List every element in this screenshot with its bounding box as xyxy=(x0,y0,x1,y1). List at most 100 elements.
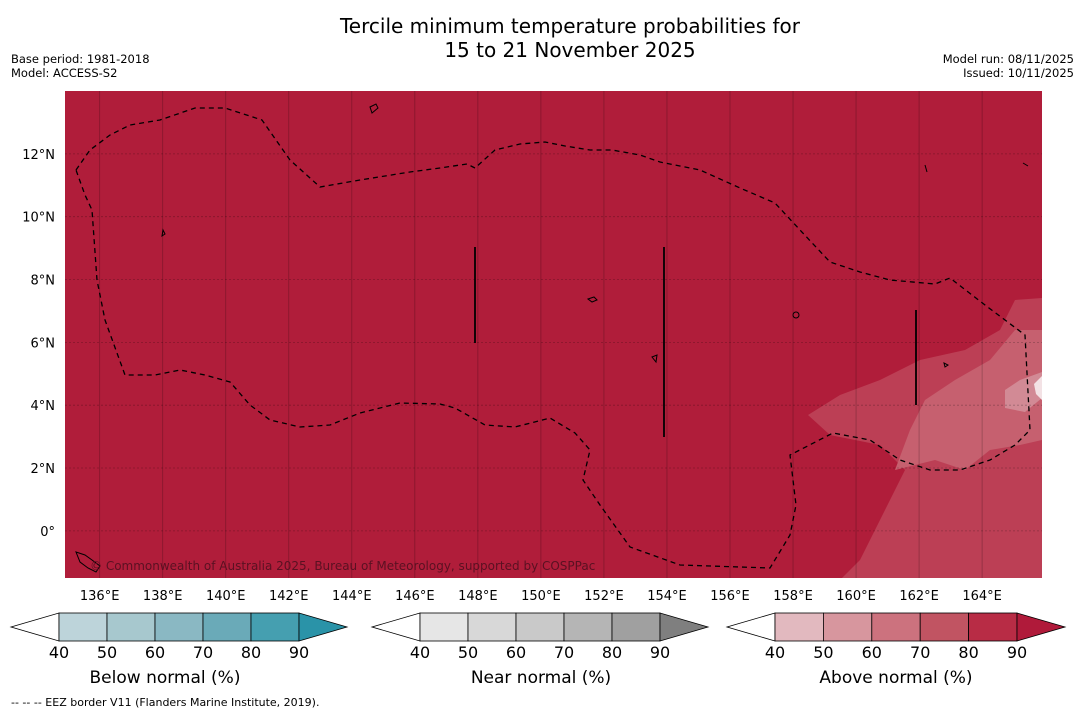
colorbars: 40 50 60 70 80 90 40 50 60 70 80 90 40 50 60 70 80 90 xyxy=(9,612,1067,662)
probability-shading xyxy=(808,298,1042,578)
lon-tick-162: 162°E xyxy=(899,589,939,604)
base-info: Base period: 1981-2018 Model: ACCESS-S2 xyxy=(11,52,150,80)
island-new-guinea xyxy=(75,551,101,573)
colorbar-above-normal-tick-80: 80 xyxy=(958,643,978,662)
lon-tick-156: 156°E xyxy=(710,589,750,604)
colorbar-below-normal-tick-80: 80 xyxy=(241,643,261,662)
colorbar-near-normal-tick-90: 90 xyxy=(650,643,670,662)
shade-40-50 xyxy=(1034,376,1042,400)
colorbar-above-normal-low-extend xyxy=(725,612,776,642)
island-small-1 xyxy=(651,354,658,364)
colorbar-near-normal-tick-70: 70 xyxy=(554,643,574,662)
lon-tick-154: 154°E xyxy=(647,589,687,604)
colorbar-near-normal-bin-0 xyxy=(419,612,469,642)
lon-tick-158: 158°E xyxy=(773,589,813,604)
lat-tick-8: 8°N xyxy=(31,274,56,289)
below-normal-label: Below normal (%) xyxy=(89,668,241,688)
shade-50-60 xyxy=(1005,372,1042,412)
colorbar-near-normal: 40 50 60 70 80 90 xyxy=(370,612,710,662)
eez-border-palau-fsm-west xyxy=(75,107,1031,569)
colorbar-above-normal-bin-2 xyxy=(871,612,921,642)
colorbar-above-normal-bin-3 xyxy=(919,612,970,642)
lat-tick-10: 10°N xyxy=(22,211,55,226)
island-small-4 xyxy=(924,164,928,173)
lon-tick-148: 148°E xyxy=(458,589,498,604)
lat-tick-4: 4°N xyxy=(31,399,56,414)
colorbar-below-normal-bin-2 xyxy=(154,612,204,642)
issued-date: Issued: 10/11/2025 xyxy=(963,66,1074,80)
colorbar-below-normal-tick-90: 90 xyxy=(289,643,309,662)
eez-borders xyxy=(75,107,1031,569)
lat-tick-0: 0° xyxy=(40,525,55,540)
colorbar-below-normal-bin-0 xyxy=(58,612,108,642)
island-north xyxy=(369,103,379,114)
model-run: Model run: 08/11/2025 xyxy=(942,52,1074,66)
colorbar-above-normal: 40 50 60 70 80 90 xyxy=(725,612,1067,662)
colorbar-near-normal-high-extend xyxy=(659,612,710,642)
lon-tick-140: 140°E xyxy=(206,589,246,604)
colorbar-above-normal-tick-40: 40 xyxy=(765,643,785,662)
colorbar-below-normal-bin-4 xyxy=(250,612,300,642)
island-pohnpei xyxy=(792,311,800,319)
colorbar-near-normal-bin-4 xyxy=(611,612,661,642)
colorbar-near-normal-bin-2 xyxy=(515,612,565,642)
colorbar-near-normal-tick-80: 80 xyxy=(602,643,622,662)
colorbar-near-normal-bin-3 xyxy=(563,612,613,642)
lon-tick-138: 138°E xyxy=(143,589,183,604)
base-period: Base period: 1981-2018 xyxy=(11,52,150,66)
colorbar-above-normal-bin-1 xyxy=(823,612,873,642)
lon-tick-160: 160°E xyxy=(836,589,876,604)
colorbar-near-normal-tick-60: 60 xyxy=(506,643,526,662)
title-line-2: 15 to 21 November 2025 xyxy=(444,38,696,62)
above-normal-label: Above normal (%) xyxy=(819,668,973,688)
colorbar-near-normal-bin-1 xyxy=(467,612,517,642)
island-palau xyxy=(161,228,166,238)
islands xyxy=(75,103,1029,573)
lon-tick-146: 146°E xyxy=(395,589,435,604)
colorbar-above-normal-tick-60: 60 xyxy=(862,643,882,662)
island-small-3 xyxy=(1022,162,1029,167)
near-normal-label: Near normal (%) xyxy=(470,668,612,688)
longitude-tick-labels: 136°E 138°E 140°E 142°E 144°E 146°E 148°E 150°E… xyxy=(80,589,1002,604)
shade-60-70 xyxy=(895,330,1042,470)
colorbar-above-normal-tick-90: 90 xyxy=(1007,643,1027,662)
run-info: Model run: 08/11/2025 Issued: 10/11/2025 xyxy=(943,52,1074,80)
colorbar-below-normal: 40 50 60 70 80 90 xyxy=(9,612,349,662)
colorbar-below-normal-tick-70: 70 xyxy=(193,643,213,662)
island-small-2 xyxy=(943,362,949,368)
lon-tick-152: 152°E xyxy=(584,589,624,604)
lon-tick-150: 150°E xyxy=(521,589,561,604)
colorbar-above-normal-high-extend xyxy=(1016,612,1067,642)
latitude-tick-labels: 0° 2°N 4°N 6°N 8°N 10°N 12°N xyxy=(22,148,55,540)
colorbar-below-normal-tick-60: 60 xyxy=(145,643,165,662)
gridlines xyxy=(65,91,1042,578)
colorbar-near-normal-low-extend xyxy=(370,612,421,642)
colorbar-below-normal-bin-3 xyxy=(202,612,252,642)
colorbar-below-normal-bin-1 xyxy=(106,612,156,642)
lon-tick-164: 164°E xyxy=(962,589,1002,604)
colorbar-above-normal-tick-50: 50 xyxy=(813,643,833,662)
lat-tick-2: 2°N xyxy=(31,462,56,477)
island-chuuk xyxy=(586,296,598,303)
lon-tick-144: 144°E xyxy=(332,589,372,604)
colorbar-below-normal-tick-40: 40 xyxy=(49,643,69,662)
colorbar-above-normal-bin-4 xyxy=(968,612,1018,642)
lon-tick-136: 136°E xyxy=(80,589,120,604)
vertical-lines xyxy=(474,247,917,437)
model-name: Model: ACCESS-S2 xyxy=(11,66,118,80)
colorbar-near-normal-tick-40: 40 xyxy=(410,643,430,662)
eez-footnote: -- -- -- EEZ border V11 (Flanders Marine… xyxy=(11,696,320,709)
lat-tick-12: 12°N xyxy=(22,148,55,163)
lat-tick-6: 6°N xyxy=(31,336,56,351)
lon-tick-142: 142°E xyxy=(269,589,309,604)
colorbar-below-normal-tick-50: 50 xyxy=(97,643,117,662)
title-line-1: Tercile minimum temperature probabilitie… xyxy=(339,14,801,38)
map-title: Tercile minimum temperature probabilitie… xyxy=(270,14,870,62)
colorbar-below-normal-high-extend xyxy=(298,612,349,642)
colorbar-near-normal-tick-50: 50 xyxy=(458,643,478,662)
copyright-text: © Commonwealth of Australia 2025, Bureau… xyxy=(90,559,595,573)
map-background xyxy=(65,91,1042,578)
colorbar-above-normal-bin-0 xyxy=(774,612,824,642)
colorbar-above-normal-tick-70: 70 xyxy=(910,643,930,662)
